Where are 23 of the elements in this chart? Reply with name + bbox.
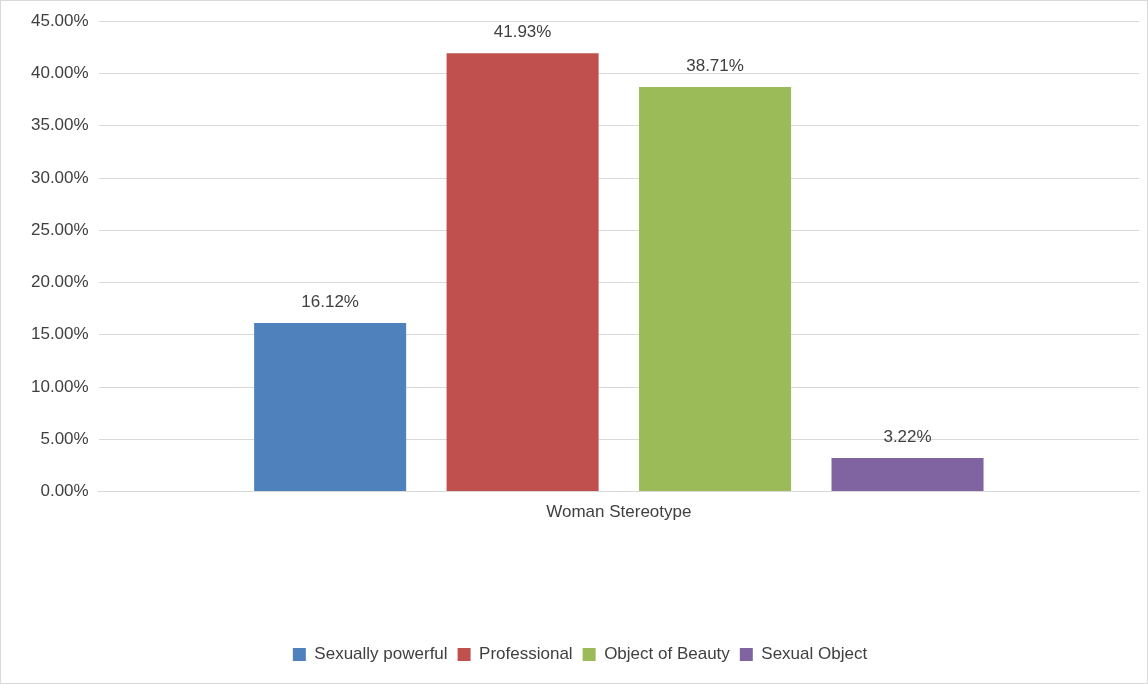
- legend-label: Sexual Object: [761, 644, 868, 664]
- legend-label: Object of Beauty: [604, 644, 731, 664]
- y-tick-label: 15.00%: [30, 324, 89, 344]
- y-tick-label: 30.00%: [30, 167, 89, 187]
- data-label: 41.93%: [493, 22, 552, 42]
- y-tick-label: 40.00%: [30, 63, 89, 83]
- bar: [446, 53, 599, 492]
- y-tick-label: 5.00%: [40, 429, 89, 449]
- y-tick-label: 0.00%: [40, 481, 89, 501]
- data-label: 16.12%: [301, 292, 359, 312]
- y-tick-label: 35.00%: [30, 115, 89, 135]
- legend-label: Sexually powerful: [314, 644, 448, 664]
- y-tick-label: 45.00%: [30, 10, 89, 30]
- x-tick-label: Woman Stereotype: [546, 502, 692, 522]
- y-tick-label: 20.00%: [30, 272, 89, 292]
- bar: [639, 86, 792, 492]
- y-tick-label: 10.00%: [30, 376, 89, 396]
- y-tick-label: 25.00%: [30, 219, 89, 239]
- data-label: 3.22%: [883, 427, 932, 447]
- bar: [254, 323, 407, 492]
- bar: [831, 457, 984, 492]
- data-label: 38.71%: [686, 56, 744, 76]
- legend-label: Professional: [479, 644, 573, 664]
